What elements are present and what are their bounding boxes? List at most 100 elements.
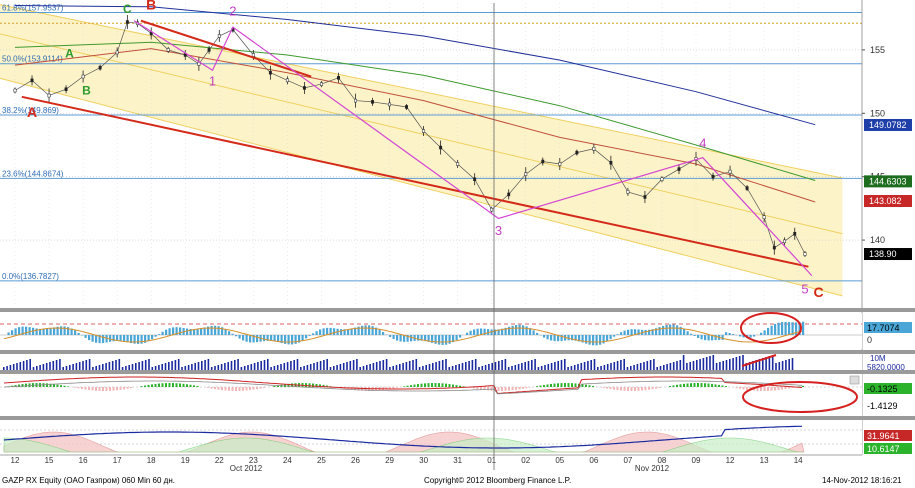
oscillator-bar (266, 335, 269, 341)
x-tick-label: 19 (181, 456, 190, 465)
oscillator-bar (592, 335, 595, 346)
oscillator-bar (417, 335, 420, 341)
volume-bar (392, 366, 394, 370)
price-candle (422, 129, 426, 133)
macd-histogram-bar (676, 384, 678, 387)
volume-bar (534, 359, 536, 370)
oscillator-bar (357, 326, 360, 335)
volume-bar (230, 361, 233, 370)
macd-histogram-bar (637, 387, 640, 391)
x-tick-label: 08 (657, 456, 666, 465)
macd-histogram-bar (742, 387, 745, 390)
macd-histogram-bar (98, 387, 101, 391)
macd-histogram-bar (613, 387, 615, 390)
oscillator-bar (767, 327, 770, 335)
oscillator-bar (11, 330, 14, 335)
macd-histogram-bar (459, 385, 461, 387)
volume-bar (187, 365, 190, 370)
oscillator-bar (193, 329, 196, 335)
volume-bar (603, 365, 606, 370)
macd-histogram-bar (735, 387, 738, 389)
x-tick-label: 15 (45, 456, 54, 465)
volume-bar (653, 359, 655, 370)
oscillator-bar (550, 335, 553, 341)
oscillator-bar (585, 335, 588, 344)
oscillator-bar (396, 335, 399, 341)
volume-tag-label: 10M (870, 354, 886, 363)
volume-bar (722, 361, 724, 370)
volume-bar (507, 367, 510, 370)
price-candle (115, 50, 119, 55)
macd-histogram-bar (322, 384, 325, 387)
volume-bar (88, 359, 91, 370)
macd-histogram-bar (431, 383, 433, 387)
volume-bar (709, 356, 711, 370)
oscillator-bar (375, 327, 378, 335)
macd-histogram-bar (606, 387, 608, 389)
oscillator-bar (147, 335, 150, 342)
oscillator-bar (445, 335, 448, 345)
oscillator-bar (322, 328, 325, 335)
macd-histogram-bar (427, 383, 430, 387)
macd-histogram-bar (508, 387, 510, 391)
macd-histogram-bar (788, 387, 790, 389)
volume-bar (55, 360, 58, 370)
oscillator-bar (690, 333, 693, 335)
volume-bar (309, 364, 312, 370)
macd-histogram-bar (784, 387, 787, 390)
volume-bar (405, 362, 408, 370)
volume-bar (82, 361, 84, 370)
volume-bar (481, 366, 484, 370)
volume-bar (313, 363, 315, 370)
fib-label: 0.0%(136.7827) (2, 272, 59, 281)
volume-bar (752, 361, 754, 370)
volume-bar (131, 364, 134, 370)
volume-bar (329, 367, 332, 370)
macd-histogram-bar (669, 386, 671, 387)
volume-bar (511, 366, 513, 370)
price-candle (783, 239, 786, 244)
macd-histogram-bar (84, 387, 87, 390)
volume-bar (537, 367, 540, 370)
oscillator-bar (333, 328, 336, 335)
volume-bar (372, 363, 375, 370)
macd-histogram-bar (448, 384, 451, 387)
oscillator-bar (70, 328, 73, 335)
macd-histogram-bar (515, 387, 517, 390)
oscillator-bar (679, 326, 682, 335)
panel-separator (0, 308, 915, 312)
macd-histogram-bar (109, 387, 111, 391)
price-candle (728, 169, 732, 174)
volume-bar (270, 367, 272, 370)
oscillator-bar (165, 329, 168, 335)
volume-bar (692, 361, 695, 370)
oscillator-bar (319, 329, 322, 335)
macd-panel-bg (0, 374, 862, 416)
macd-histogram-bar (588, 385, 591, 387)
macd-histogram-bar (207, 387, 209, 388)
oscillator-bar (98, 335, 101, 344)
volume-bar (422, 366, 424, 370)
oscillator-bar (67, 327, 70, 335)
volume-bar (111, 361, 114, 370)
volume-bar (616, 361, 619, 370)
macd-histogram-bar (543, 384, 545, 387)
macd-histogram-bar (312, 383, 314, 387)
oscillator-bar (441, 335, 444, 345)
oscillator-bar (361, 325, 364, 335)
macd-histogram-bar (501, 387, 503, 391)
oscillator-bar (774, 323, 777, 335)
volume-bar (98, 365, 101, 370)
volume-bar (369, 364, 371, 370)
macd-histogram-bar (287, 383, 290, 387)
volume-bar (108, 362, 111, 370)
volume-bar (19, 362, 22, 370)
oscillator-bar (501, 328, 504, 335)
price-tag-label: 149.0782 (869, 120, 907, 130)
price-candle (677, 167, 681, 171)
macd-histogram-bar (130, 387, 132, 389)
macd-histogram-bar (315, 383, 318, 387)
volume-bar (636, 364, 639, 370)
macd-histogram-bar (683, 383, 685, 387)
oscillator-bar (140, 335, 143, 344)
